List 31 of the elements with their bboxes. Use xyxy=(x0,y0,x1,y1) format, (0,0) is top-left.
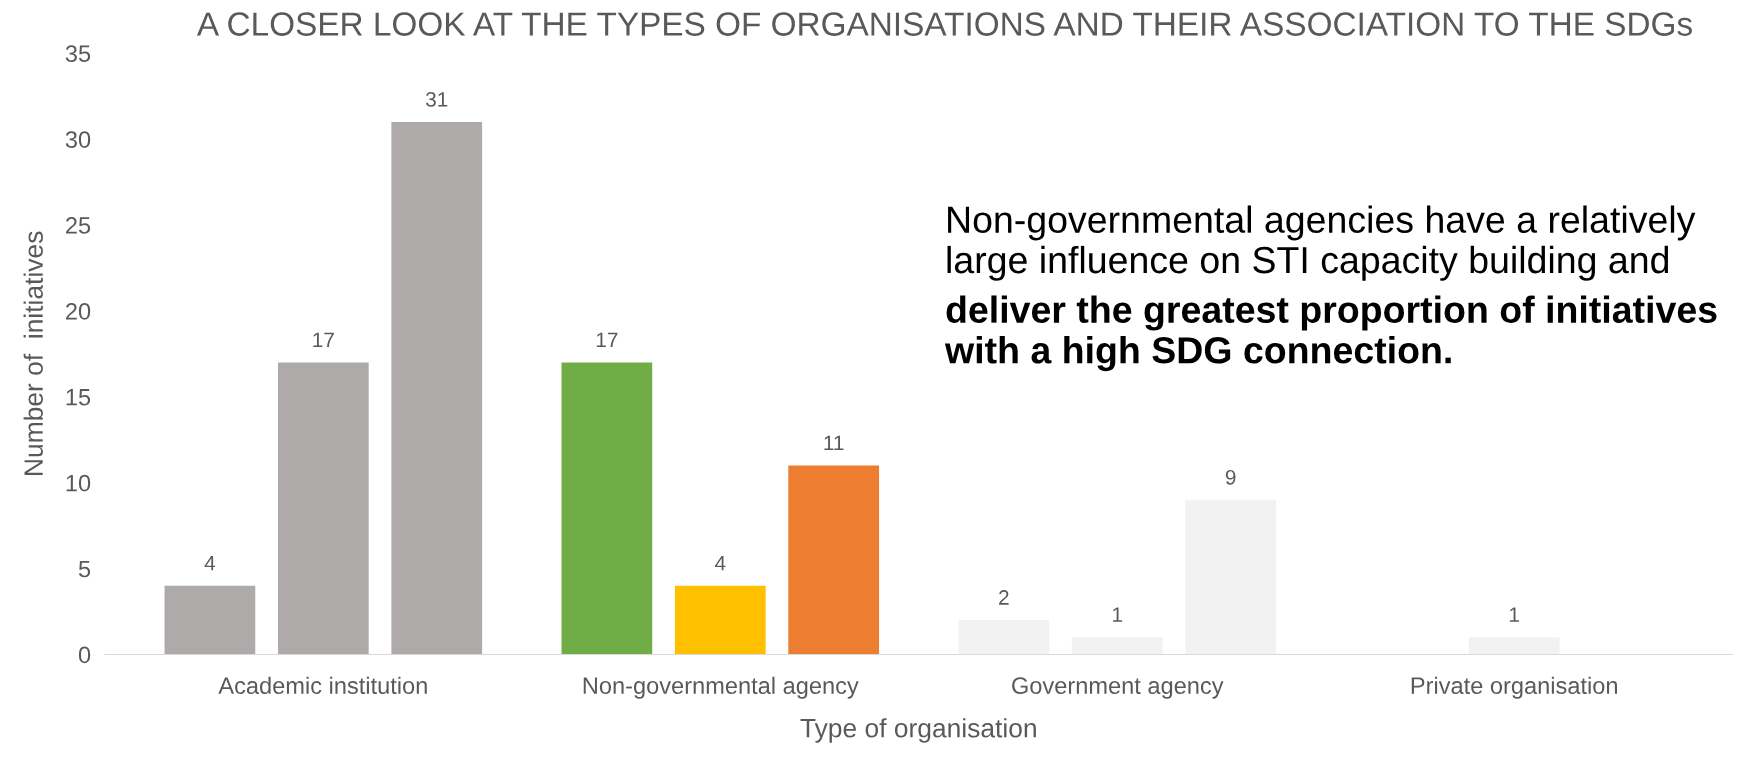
data-label: 9 xyxy=(1225,469,1236,485)
data-label: 11 xyxy=(824,435,844,451)
x-tick-label: Private organisation xyxy=(1411,676,1617,699)
data-label: 1 xyxy=(1509,607,1519,622)
data-label: 4 xyxy=(204,555,216,571)
chart-title: A CLOSER LOOK AT THE TYPES OF ORGANISATIONS AND THEIR ASSOCIATION TO THE SDGs xyxy=(196,12,1692,36)
x-axis-title: Type of organisation xyxy=(800,718,1036,743)
y-tick-label: 30 xyxy=(65,131,91,148)
y-tick-label: 20 xyxy=(66,302,91,320)
bar xyxy=(1468,637,1560,655)
y-tick-label: 10 xyxy=(66,474,91,492)
y-tick-label: 5 xyxy=(78,560,91,578)
data-label: 4 xyxy=(714,555,726,571)
data-label: 2 xyxy=(999,590,1009,605)
bar xyxy=(788,465,880,655)
y-tick-label: 35 xyxy=(65,45,91,63)
data-label: 31 xyxy=(425,92,448,107)
bar xyxy=(1071,637,1163,655)
y-axis-title: Number of initiatives xyxy=(23,231,43,475)
data-label: 1 xyxy=(1113,607,1122,622)
y-tick-label: 15 xyxy=(66,389,91,406)
y-tick-label: 25 xyxy=(66,217,91,234)
bar xyxy=(674,585,766,655)
data-label: 17 xyxy=(596,332,618,348)
x-tick-label: Government agency xyxy=(1012,677,1224,699)
x-tick-label: Non-governmental agency xyxy=(583,676,859,699)
bar xyxy=(561,362,653,655)
annotation: deliver the greatest proportion of initiatives with a high SDG connection. xyxy=(944,295,1717,372)
y-tick-label: 0 xyxy=(78,646,91,664)
data-label: 17 xyxy=(313,332,334,348)
x-tick-label: Academic institution xyxy=(218,676,427,695)
